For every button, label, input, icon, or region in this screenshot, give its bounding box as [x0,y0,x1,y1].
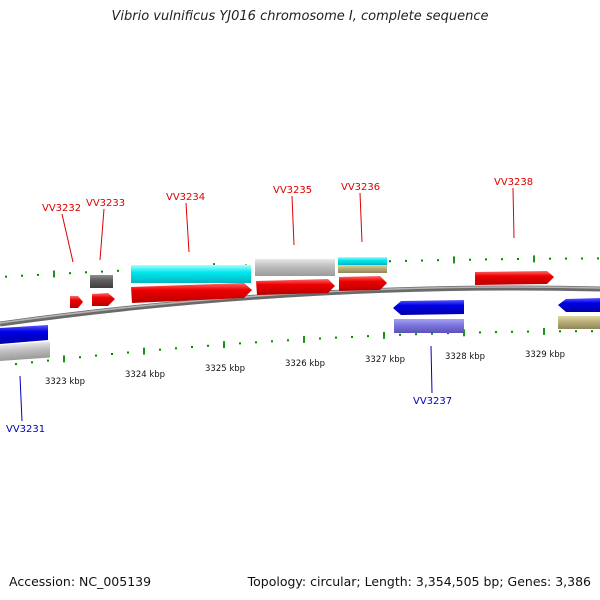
cog-box-vv3233[interactable] [90,275,113,288]
gene-arrow-vv3236[interactable] [339,276,387,291]
gene-labels: VV3232 VV3233 VV3234 VV3235 VV3236 VV323… [6,177,533,435]
gene-label-vv3233[interactable]: VV3233 [86,198,125,209]
gene-arrow-vv3237[interactable] [393,300,464,315]
gene-label-vv3231[interactable]: VV3231 [6,424,45,435]
cog-box-vv3231[interactable] [0,341,50,361]
gene-label-vv3237[interactable]: VV3237 [413,396,452,407]
gene-label-vv3236[interactable]: VV3236 [341,182,380,193]
cog-box-vv3235[interactable] [255,259,335,276]
gene-arrow-vv3238[interactable] [475,271,554,285]
cog-box-right-edge[interactable] [558,316,600,329]
scale-label: 3327 kbp [365,355,405,365]
gene-arrow-vv3234[interactable] [131,283,252,303]
scale-labels: 3323 kbp 3324 kbp 3325 kbp 3326 kbp 3327… [45,350,565,387]
scale-label: 3328 kbp [445,352,485,362]
map-title: Vibrio vulnificus YJ016 chromosome I, co… [111,9,489,24]
scale-label: 3326 kbp [285,359,325,369]
gene-arrow-vv3231[interactable] [0,325,48,344]
scale-label: 3329 kbp [525,350,565,360]
cog-box-vv3234[interactable] [131,265,251,283]
gene-arrow-vv3235[interactable] [256,279,335,295]
gene-arrow-vv3232[interactable] [70,296,83,308]
cog-box-vv3236-upper[interactable] [338,257,387,265]
gene-label-vv3235[interactable]: VV3235 [273,185,312,196]
gene-leader-lines [19,187,515,422]
cog-box-vv3237[interactable] [394,319,464,333]
gene-label-vv3234[interactable]: VV3234 [166,192,205,203]
gene-arrow-right-edge[interactable] [558,298,600,312]
genome-summary-text: Topology: circular; Length: 3,354,505 bp… [247,574,591,589]
accession-text: Accession: NC_005139 [9,574,152,589]
scale-label: 3324 kbp [125,370,165,380]
scale-label: 3323 kbp [45,377,85,387]
gene-label-vv3232[interactable]: VV3232 [42,203,81,214]
scale-label: 3325 kbp [205,364,245,374]
gene-arrow-vv3233[interactable] [92,293,115,306]
cog-box-vv3236-lower[interactable] [338,265,387,273]
gene-label-vv3238[interactable]: VV3238 [494,177,533,188]
